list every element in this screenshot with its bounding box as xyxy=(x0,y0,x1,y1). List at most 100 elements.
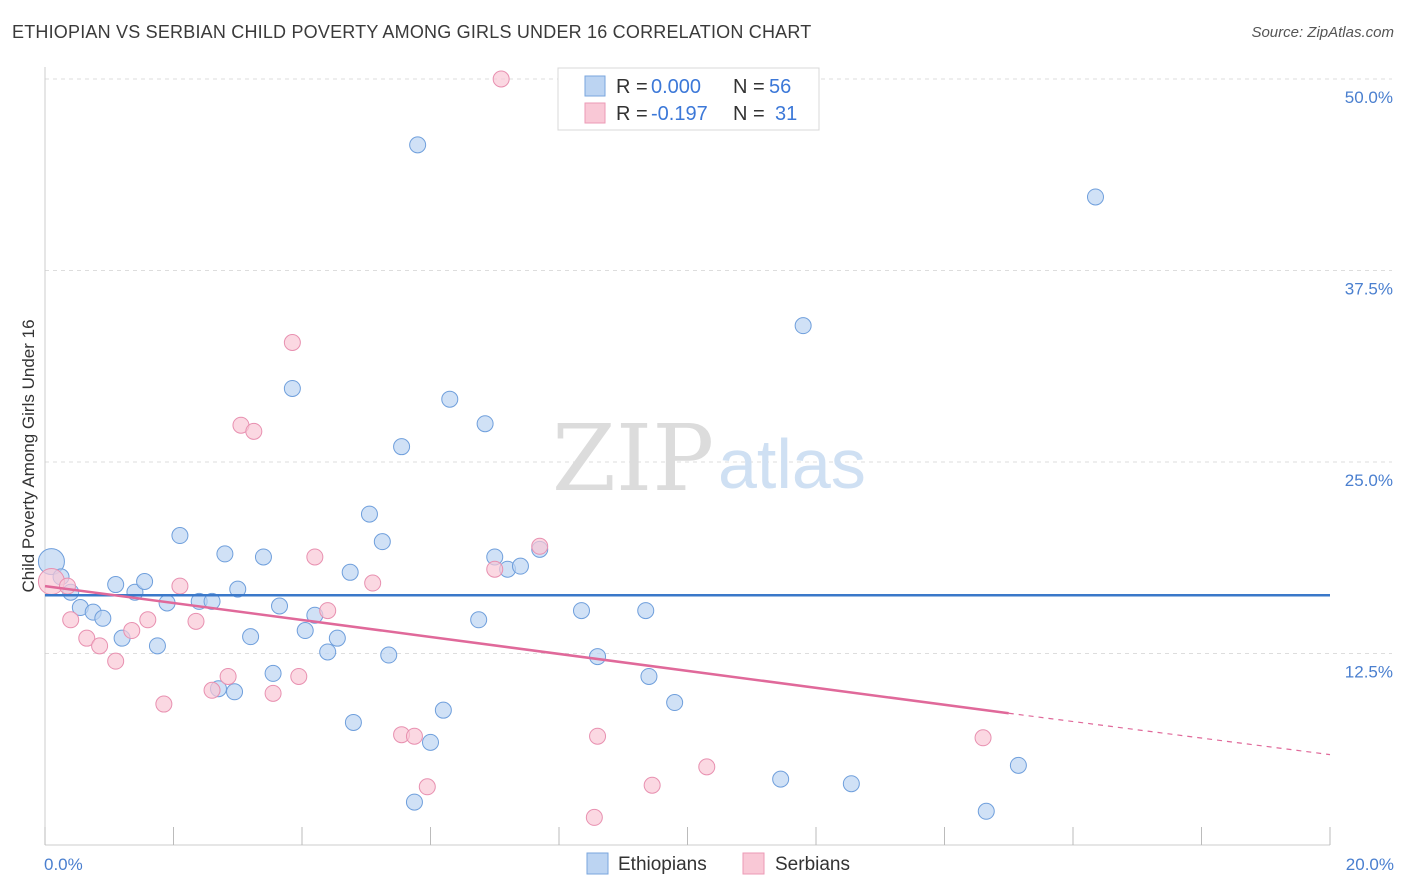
ethiopian-point xyxy=(344,713,362,731)
serbian-point xyxy=(974,729,992,747)
ethiopians-points xyxy=(37,136,1104,820)
serbians-trend-line xyxy=(44,584,1009,715)
ethiopian-point xyxy=(360,505,378,523)
ethiopian-point xyxy=(470,611,488,629)
watermark-atlas: atlas xyxy=(718,425,866,503)
ethiopian-point xyxy=(572,602,590,620)
y-axis-title: Child Poverty Among Girls Under 16 xyxy=(19,319,38,592)
ethiopian-point xyxy=(637,602,655,620)
ethiopian-point xyxy=(271,597,289,615)
grid-lines xyxy=(45,78,1392,654)
legend-n-value-1: 56 xyxy=(769,76,791,98)
ethiopian-point xyxy=(772,770,790,788)
y-tick-label: 25.0% xyxy=(1345,471,1393,490)
chart-title: ETHIOPIAN VS SERBIAN CHILD POVERTY AMONG… xyxy=(12,22,812,42)
bottom-legend-swatch-serbians xyxy=(742,852,765,875)
serbian-point xyxy=(585,808,603,826)
serbian-point xyxy=(139,611,157,629)
legend-swatch-ethiopians xyxy=(584,75,606,97)
x-tick-label-max: 20.0% xyxy=(1346,855,1394,874)
ethiopian-point xyxy=(1086,188,1104,206)
ethiopian-point xyxy=(136,572,154,590)
serbian-point xyxy=(203,681,221,699)
ethiopian-point xyxy=(511,557,529,575)
legend-r-value-2: -0.197 xyxy=(651,103,708,125)
y-tick-label: 37.5% xyxy=(1345,280,1393,299)
ethiopian-point xyxy=(476,415,494,433)
legend: R = 0.000 N = 56 R = -0.197 N = 31 xyxy=(557,67,820,131)
ethiopian-point xyxy=(373,533,391,551)
y-tick-labels: 50.0% 37.5% 25.0% 12.5% xyxy=(1345,88,1393,682)
ethiopian-point xyxy=(441,390,459,408)
y-tick-label: 12.5% xyxy=(1345,663,1393,682)
ethiopian-point xyxy=(640,667,658,685)
serbian-point xyxy=(264,684,282,702)
ethiopian-point xyxy=(409,136,427,154)
serbians-points xyxy=(37,70,992,826)
legend-n-label-1: N = xyxy=(733,76,765,98)
serbian-point xyxy=(78,629,96,647)
ethiopian-point xyxy=(216,545,234,563)
ethiopian-point xyxy=(589,648,607,666)
serbian-point xyxy=(418,778,436,796)
trend-lines xyxy=(44,584,1331,756)
ethiopian-point xyxy=(283,379,301,397)
ethiopian-point xyxy=(1009,756,1027,774)
serbian-point xyxy=(245,422,263,440)
serbian-point xyxy=(187,612,205,630)
ethiopian-point xyxy=(405,793,423,811)
source-credit: Source: ZipAtlas.com xyxy=(1251,24,1394,41)
ethiopian-point xyxy=(107,576,125,594)
ethiopian-point xyxy=(171,527,189,545)
ethiopian-point xyxy=(229,580,247,598)
serbian-point xyxy=(643,776,661,794)
serbian-point xyxy=(283,334,301,352)
watermark: ZIP atlas xyxy=(552,405,866,512)
serbian-point xyxy=(62,611,80,629)
ethiopian-point xyxy=(842,775,860,793)
serbian-point xyxy=(319,602,337,620)
ethiopian-point xyxy=(319,643,337,661)
ethiopian-point xyxy=(434,701,452,719)
x-tick-label-min: 0.0% xyxy=(44,855,83,874)
serbian-point xyxy=(219,667,237,685)
legend-r-value-1: 0.000 xyxy=(651,76,701,98)
serbian-point xyxy=(306,548,324,566)
ethiopian-point xyxy=(341,563,359,581)
serbian-point xyxy=(58,577,76,595)
y-tick-label: 50.0% xyxy=(1345,88,1393,107)
bottom-legend-label-ethiopians: Ethiopians xyxy=(618,854,707,875)
ethiopian-point xyxy=(380,646,398,664)
serbian-point xyxy=(486,560,504,578)
serbian-point xyxy=(405,727,423,745)
serbians-trend-extension xyxy=(1008,712,1331,756)
ethiopian-point xyxy=(794,317,812,335)
legend-swatch-serbians xyxy=(584,102,606,124)
ethiopian-point xyxy=(422,733,439,751)
ethiopian-point xyxy=(226,683,244,701)
bottom-legend-swatch-ethiopians xyxy=(586,852,609,875)
ethiopian-point xyxy=(203,592,221,610)
ethiopian-point xyxy=(148,637,166,655)
watermark-zip: ZIP xyxy=(552,405,714,512)
serbian-point xyxy=(492,70,510,88)
legend-n-label-2: N = xyxy=(733,103,765,125)
ethiopian-point xyxy=(94,609,112,627)
serbian-point xyxy=(91,637,109,655)
serbian-point xyxy=(531,537,549,555)
serbian-point xyxy=(107,652,125,670)
legend-r-label-2: R = xyxy=(616,103,648,125)
axes xyxy=(44,67,1331,846)
serbian-point xyxy=(364,574,382,592)
ethiopian-point xyxy=(254,548,272,566)
ethiopian-point xyxy=(296,622,314,640)
serbian-point xyxy=(123,622,141,640)
ethiopian-point xyxy=(393,438,411,456)
ethiopian-point xyxy=(666,694,684,712)
serbian-point xyxy=(290,667,308,685)
serbian-point xyxy=(171,577,189,595)
serbian-point xyxy=(589,727,607,745)
ethiopian-point xyxy=(264,664,282,682)
ethiopian-point xyxy=(242,628,260,646)
